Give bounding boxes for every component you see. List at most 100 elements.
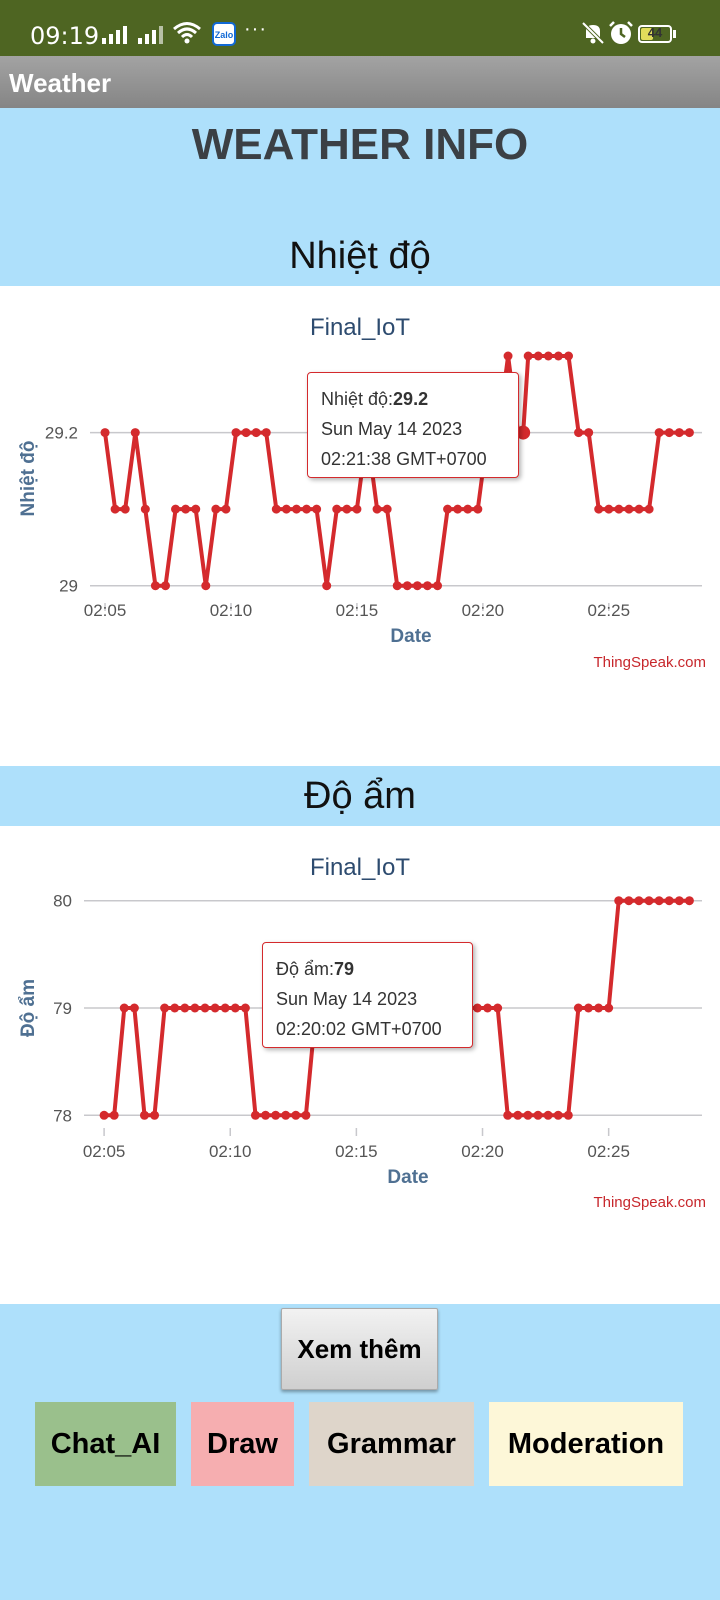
data-point[interactable] — [574, 428, 584, 438]
data-point[interactable] — [604, 1003, 614, 1013]
data-point[interactable] — [402, 581, 412, 591]
highlighted-data-point[interactable] — [516, 425, 531, 440]
data-point[interactable] — [523, 1110, 533, 1120]
thingspeak-watermark[interactable]: ThingSpeak.com — [593, 1194, 706, 1211]
data-point[interactable] — [583, 1003, 593, 1013]
data-point[interactable] — [422, 581, 432, 591]
data-point[interactable] — [533, 1110, 543, 1120]
temperature-chart-panel[interactable]: Final_IoT 29 29.2 02:05 02:10 02:15 02:20 02:2… — [0, 286, 720, 766]
data-point[interactable] — [240, 1003, 250, 1013]
data-point[interactable] — [160, 1003, 170, 1013]
data-point[interactable] — [119, 1003, 129, 1013]
data-point[interactable] — [453, 504, 463, 514]
data-point[interactable] — [271, 504, 281, 514]
data-point[interactable] — [684, 896, 694, 906]
data-point[interactable] — [614, 504, 624, 514]
humidity-chart[interactable]: 78 79 80 02:05 02:10 02:15 02:20 02:25 Date Độ ẩm — [0, 826, 720, 1304]
data-point[interactable] — [140, 504, 150, 514]
data-point[interactable] — [594, 1003, 604, 1013]
data-point[interactable] — [503, 1110, 513, 1120]
data-point[interactable] — [261, 428, 271, 438]
data-point[interactable] — [99, 1110, 109, 1120]
data-point[interactable] — [553, 351, 563, 361]
data-point[interactable] — [150, 1110, 160, 1120]
temperature-chart[interactable]: 29 29.2 02:05 02:10 02:15 02:20 02:25 Date Nhiệt… — [0, 286, 720, 766]
data-point[interactable] — [180, 1003, 190, 1013]
thingspeak-watermark[interactable]: ThingSpeak.com — [593, 654, 706, 671]
data-point[interactable] — [181, 504, 191, 514]
data-point[interactable] — [332, 504, 342, 514]
data-point[interactable] — [674, 896, 684, 906]
data-point[interactable] — [382, 504, 392, 514]
data-point[interactable] — [190, 1003, 200, 1013]
data-point[interactable] — [200, 1003, 210, 1013]
data-point[interactable] — [261, 1110, 271, 1120]
data-point[interactable] — [291, 504, 301, 514]
data-point[interactable] — [564, 351, 574, 361]
data-point[interactable] — [291, 1110, 301, 1120]
data-point[interactable] — [604, 504, 614, 514]
data-point[interactable] — [443, 504, 453, 514]
data-point[interactable] — [412, 581, 422, 591]
data-point[interactable] — [211, 504, 221, 514]
data-point[interactable] — [120, 504, 130, 514]
data-point[interactable] — [594, 504, 604, 514]
data-point[interactable] — [472, 1003, 482, 1013]
see-more-button[interactable]: Xem thêm — [281, 1308, 438, 1390]
data-point[interactable] — [139, 1110, 149, 1120]
data-point[interactable] — [543, 351, 553, 361]
data-point[interactable] — [664, 428, 674, 438]
data-point[interactable] — [231, 428, 241, 438]
data-point[interactable] — [150, 581, 160, 591]
data-point[interactable] — [553, 1110, 563, 1120]
humidity-chart-panel[interactable]: Final_IoT 78 79 80 02:05 02:10 02:15 02:20 02:2… — [0, 826, 720, 1304]
data-point[interactable] — [302, 504, 312, 514]
draw-button[interactable]: Draw — [191, 1402, 294, 1486]
data-point[interactable] — [221, 504, 231, 514]
data-point[interactable] — [301, 1110, 311, 1120]
data-point[interactable] — [654, 428, 664, 438]
data-point[interactable] — [493, 1003, 503, 1013]
data-point[interactable] — [563, 1110, 573, 1120]
data-point[interactable] — [684, 428, 694, 438]
data-point[interactable] — [110, 504, 120, 514]
data-point[interactable] — [503, 351, 513, 361]
data-point[interactable] — [543, 1110, 553, 1120]
data-point[interactable] — [100, 428, 110, 438]
data-point[interactable] — [473, 504, 483, 514]
grammar-button[interactable]: Grammar — [309, 1402, 474, 1486]
data-point[interactable] — [634, 896, 644, 906]
data-point[interactable] — [392, 581, 402, 591]
moderation-button[interactable]: Moderation — [489, 1402, 683, 1486]
data-point[interactable] — [624, 896, 634, 906]
data-point[interactable] — [160, 581, 170, 591]
data-point[interactable] — [130, 428, 140, 438]
data-point[interactable] — [271, 1110, 281, 1120]
data-point[interactable] — [624, 504, 634, 514]
data-point[interactable] — [644, 896, 654, 906]
data-point[interactable] — [584, 428, 594, 438]
data-point[interactable] — [281, 1110, 291, 1120]
data-point[interactable] — [241, 428, 251, 438]
data-point[interactable] — [342, 504, 352, 514]
data-point[interactable] — [664, 896, 674, 906]
data-point[interactable] — [109, 1110, 119, 1120]
data-point[interactable] — [533, 351, 543, 361]
data-point[interactable] — [463, 504, 473, 514]
data-point[interactable] — [191, 504, 201, 514]
data-point[interactable] — [210, 1003, 220, 1013]
data-point[interactable] — [644, 504, 654, 514]
data-point[interactable] — [573, 1003, 583, 1013]
data-point[interactable] — [372, 504, 382, 514]
data-point[interactable] — [322, 581, 332, 591]
data-point[interactable] — [220, 1003, 230, 1013]
data-point[interactable] — [251, 428, 261, 438]
data-point[interactable] — [312, 504, 322, 514]
data-point[interactable] — [433, 581, 443, 591]
data-point[interactable] — [674, 428, 684, 438]
data-point[interactable] — [352, 504, 362, 514]
data-point[interactable] — [634, 504, 644, 514]
data-point[interactable] — [281, 504, 291, 514]
data-point[interactable] — [250, 1110, 260, 1120]
data-point[interactable] — [483, 1003, 493, 1013]
